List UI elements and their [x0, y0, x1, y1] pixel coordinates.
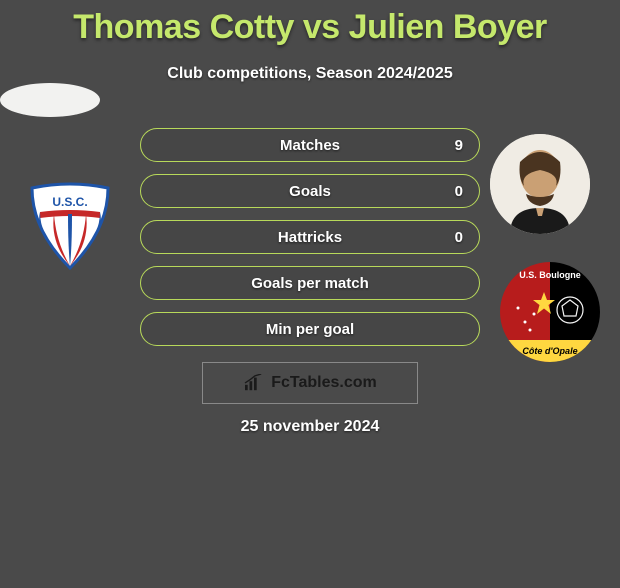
player-photo-right [490, 134, 590, 234]
stat-row-min-per-goal: Min per goal [140, 312, 480, 346]
stat-row-goals-per-match: Goals per match [140, 266, 480, 300]
stat-label: Goals [289, 183, 331, 200]
stat-value-right: 0 [455, 183, 463, 200]
subtitle: Club competitions, Season 2024/2025 [0, 65, 620, 83]
club-badge-right: U.S. Boulogne Côte d'Opale [500, 262, 600, 362]
club-crest-icon: U.S. Boulogne Côte d'Opale [500, 262, 600, 362]
stat-row-matches: Matches 9 [140, 128, 480, 162]
shield-icon: U.S.C. [20, 180, 120, 270]
svg-text:U.S.C.: U.S.C. [52, 195, 87, 209]
page-title: Thomas Cotty vs Julien Boyer [0, 8, 620, 47]
svg-text:Côte d'Opale: Côte d'Opale [522, 346, 577, 356]
stat-row-hattricks: Hattricks 0 [140, 220, 480, 254]
portrait-icon [490, 134, 590, 234]
watermark-text: FcTables.com [271, 374, 377, 392]
stat-row-goals: Goals 0 [140, 174, 480, 208]
club-badge-left: U.S.C. [20, 180, 120, 270]
stat-value-right: 0 [455, 229, 463, 246]
stat-label: Hattricks [278, 229, 342, 246]
stat-label: Min per goal [266, 321, 354, 338]
player-photo-left [0, 83, 100, 117]
watermark: FcTables.com [202, 362, 418, 404]
stat-value-right: 9 [455, 137, 463, 154]
date: 25 november 2024 [0, 418, 620, 436]
svg-text:U.S. Boulogne: U.S. Boulogne [519, 270, 581, 280]
chart-icon [243, 374, 265, 392]
stat-label: Matches [280, 137, 340, 154]
stats-list: Matches 9 Goals 0 Hattricks 0 Goals per … [140, 128, 480, 358]
stat-label: Goals per match [251, 275, 369, 292]
